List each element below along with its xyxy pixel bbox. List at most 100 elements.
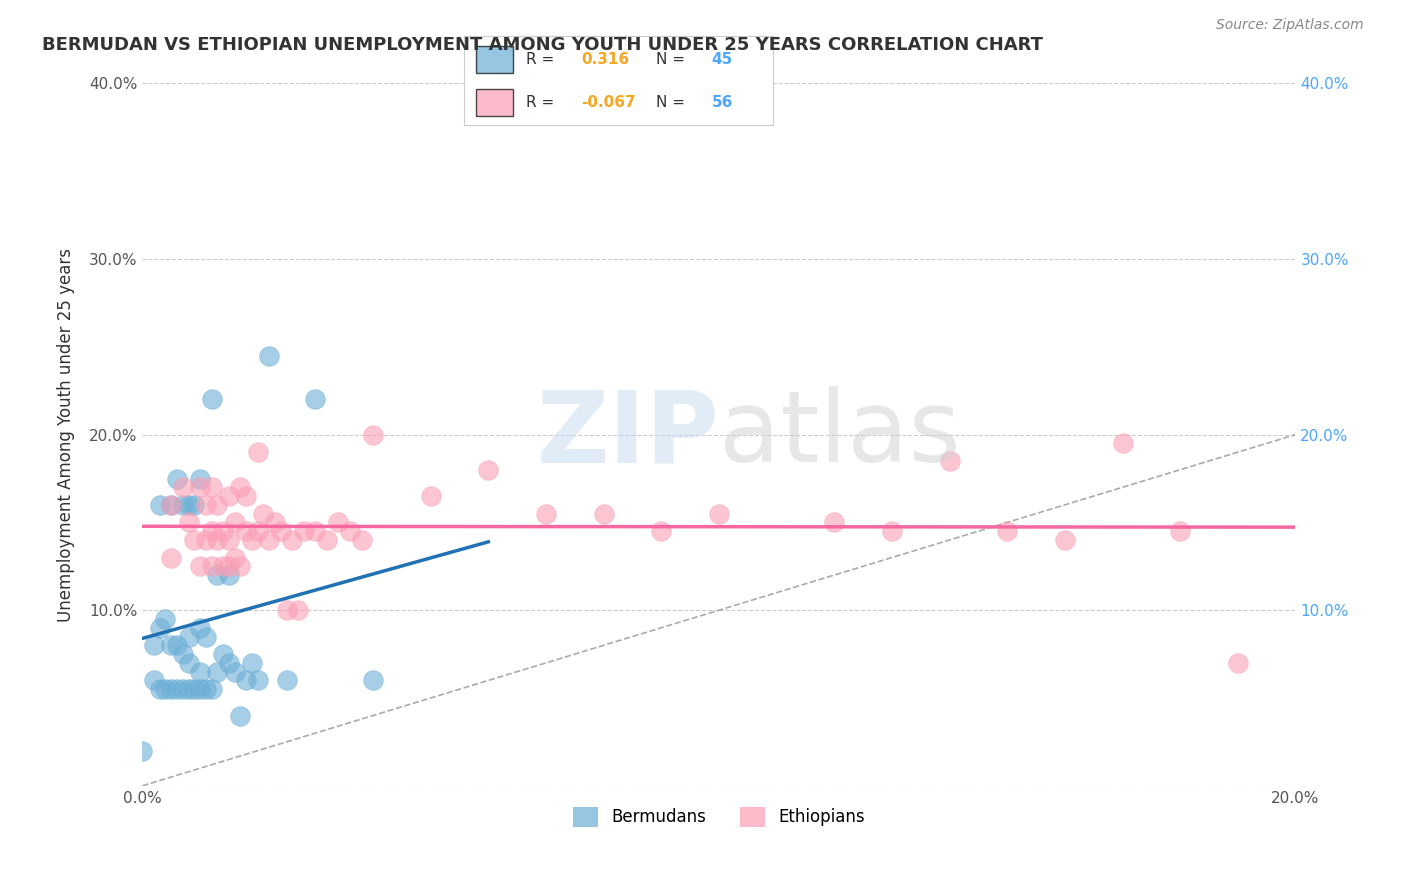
Point — [166, 638, 188, 652]
Point — [1053, 533, 1076, 547]
Point — [207, 533, 229, 547]
Text: ZIP: ZIP — [536, 386, 718, 483]
Point — [218, 559, 240, 574]
Point — [361, 673, 384, 688]
Text: 0.316: 0.316 — [582, 53, 630, 67]
Point — [707, 507, 730, 521]
Point — [194, 533, 217, 547]
Text: R =: R = — [526, 95, 554, 110]
Point — [201, 682, 224, 697]
Point — [276, 673, 298, 688]
Point — [172, 480, 194, 494]
Point — [350, 533, 373, 547]
Point — [592, 507, 614, 521]
Point — [143, 638, 166, 652]
Point — [316, 533, 339, 547]
Point — [224, 665, 246, 679]
Point — [194, 682, 217, 697]
Point — [229, 708, 252, 723]
Text: BERMUDAN VS ETHIOPIAN UNEMPLOYMENT AMONG YOUTH UNDER 25 YEARS CORRELATION CHART: BERMUDAN VS ETHIOPIAN UNEMPLOYMENT AMONG… — [42, 36, 1043, 54]
Point — [995, 524, 1018, 538]
Point — [218, 568, 240, 582]
Point — [188, 682, 211, 697]
Point — [201, 392, 224, 407]
Point — [823, 516, 845, 530]
Point — [246, 445, 269, 459]
Point — [246, 524, 269, 538]
Text: N =: N = — [655, 95, 685, 110]
Point — [149, 682, 172, 697]
Text: 45: 45 — [711, 53, 733, 67]
Point — [276, 603, 298, 617]
Point — [1226, 656, 1249, 670]
Point — [177, 516, 200, 530]
Point — [1111, 436, 1133, 450]
Point — [172, 682, 194, 697]
Point — [183, 682, 205, 697]
Point — [1168, 524, 1191, 538]
Point — [328, 516, 350, 530]
Point — [304, 524, 326, 538]
Point — [177, 682, 200, 697]
Text: -0.067: -0.067 — [582, 95, 636, 110]
Point — [160, 498, 183, 512]
Point — [155, 612, 177, 626]
Point — [183, 533, 205, 547]
Point — [177, 630, 200, 644]
Point — [477, 463, 499, 477]
Point — [880, 524, 903, 538]
Point — [259, 533, 281, 547]
Point — [160, 682, 183, 697]
Point — [212, 559, 235, 574]
Point — [201, 480, 224, 494]
Point — [534, 507, 557, 521]
Point — [246, 673, 269, 688]
Point — [194, 630, 217, 644]
Point — [172, 498, 194, 512]
Point — [264, 516, 287, 530]
Point — [304, 392, 326, 407]
Point — [166, 682, 188, 697]
Point — [240, 533, 263, 547]
FancyBboxPatch shape — [477, 89, 513, 116]
Point — [201, 559, 224, 574]
Point — [252, 507, 274, 521]
Point — [270, 524, 292, 538]
Point — [212, 647, 235, 661]
Point — [235, 524, 257, 538]
Point — [188, 621, 211, 635]
Point — [419, 489, 441, 503]
Point — [240, 656, 263, 670]
Point — [218, 656, 240, 670]
Point — [287, 603, 309, 617]
Point — [212, 524, 235, 538]
Point — [650, 524, 672, 538]
Legend: Bermudans, Ethiopians: Bermudans, Ethiopians — [567, 800, 872, 834]
Point — [235, 489, 257, 503]
Point — [160, 498, 183, 512]
Point — [224, 516, 246, 530]
Point — [194, 498, 217, 512]
Point — [361, 427, 384, 442]
Text: atlas: atlas — [718, 386, 960, 483]
Point — [201, 524, 224, 538]
Point — [131, 744, 153, 758]
FancyBboxPatch shape — [477, 46, 513, 73]
Point — [188, 471, 211, 485]
Text: 56: 56 — [711, 95, 733, 110]
Text: N =: N = — [655, 53, 685, 67]
Point — [188, 665, 211, 679]
Point — [229, 559, 252, 574]
Point — [149, 621, 172, 635]
Text: R =: R = — [526, 53, 554, 67]
Point — [155, 682, 177, 697]
Point — [188, 559, 211, 574]
Point — [224, 550, 246, 565]
Point — [160, 638, 183, 652]
Point — [207, 498, 229, 512]
Point — [177, 498, 200, 512]
Point — [143, 673, 166, 688]
Y-axis label: Unemployment Among Youth under 25 years: Unemployment Among Youth under 25 years — [58, 248, 75, 622]
Point — [292, 524, 315, 538]
Point — [207, 568, 229, 582]
